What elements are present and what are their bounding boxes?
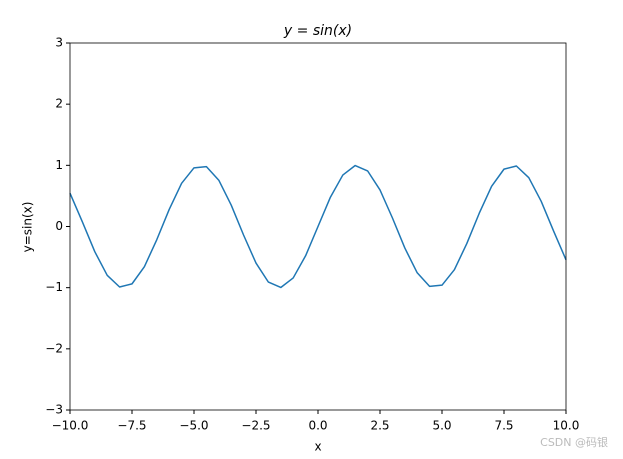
y-tick-label: −1 xyxy=(45,280,63,294)
line-series xyxy=(69,164,567,289)
x-tick-label: 0.0 xyxy=(308,419,327,433)
x-tick-label: 2.5 xyxy=(370,419,389,433)
y-tick-label: 3 xyxy=(55,36,63,50)
chart-title: y = sin(x) xyxy=(283,23,352,39)
y-tick-label: 0 xyxy=(55,219,63,233)
x-tick-label: −10.0 xyxy=(52,419,89,433)
plot-frame xyxy=(69,42,567,411)
x-tick-label: 5.0 xyxy=(432,419,451,433)
x-tick-label: −2.5 xyxy=(241,419,270,433)
y-axis-label: y=sin(x) xyxy=(21,202,35,253)
x-tick-label: −7.5 xyxy=(117,419,146,433)
x-axis-label: x xyxy=(314,440,321,454)
watermark: CSDN @码银 xyxy=(540,435,608,449)
y-tick-label: 2 xyxy=(55,97,63,111)
y-tick-label: 1 xyxy=(55,158,63,172)
x-tick-label: 7.5 xyxy=(494,419,513,433)
y-tick-label: −3 xyxy=(45,403,63,417)
y-tick-label: −2 xyxy=(45,341,63,355)
x-tick-label: 10.0 xyxy=(553,419,580,433)
x-tick-label: −5.0 xyxy=(179,419,208,433)
